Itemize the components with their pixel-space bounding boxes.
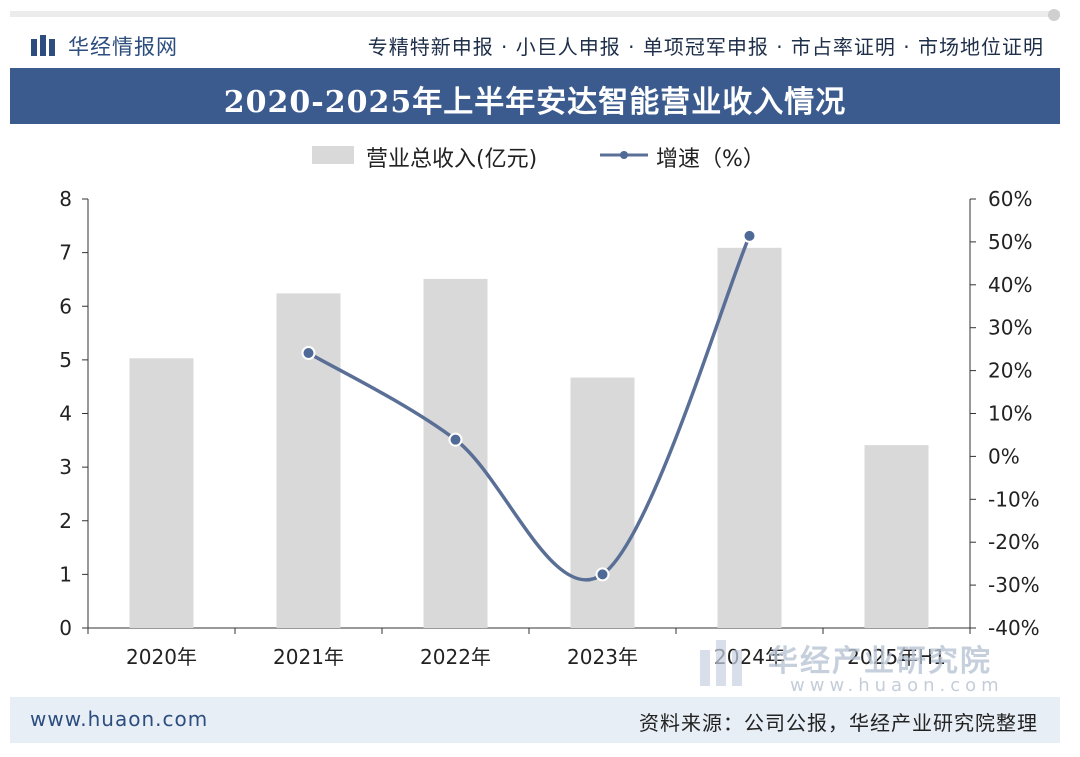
services-list: 专精特新申报 · 小巨人申报 · 单项冠军申报 · 市占率证明 · 市场地位证明 bbox=[367, 35, 1044, 59]
right-tick-label: -10% bbox=[988, 487, 1040, 511]
right-tick-label: 0% bbox=[988, 444, 1020, 468]
watermark-url: www.huaon.com bbox=[790, 675, 1004, 696]
growth-point bbox=[448, 432, 463, 447]
right-tick-label: -30% bbox=[988, 573, 1040, 597]
page-footer: www.huaon.com 资料来源：公司公报，华经产业研究院整理 bbox=[10, 697, 1060, 743]
right-tick-label: 30% bbox=[988, 316, 1032, 340]
x-tick-label: 2021年 bbox=[273, 645, 344, 669]
title-bar: 2020-2025年上半年安达智能营业收入情况 bbox=[10, 68, 1060, 124]
footer-website: www.huaon.com bbox=[30, 707, 209, 731]
page-header: 华经情报网 专精特新申报 · 小巨人申报 · 单项冠军申报 · 市占率证明 · … bbox=[10, 22, 1060, 68]
legend-line-label: 增速（%） bbox=[656, 147, 765, 172]
right-tick-label: 50% bbox=[988, 230, 1032, 254]
growth-point bbox=[595, 567, 610, 582]
right-tick-label: -40% bbox=[988, 616, 1040, 640]
right-tick-label: -20% bbox=[988, 530, 1040, 554]
huajing-logo-icon bbox=[31, 35, 55, 56]
right-tick-label: 40% bbox=[988, 273, 1032, 297]
right-tick-label: 20% bbox=[988, 359, 1032, 383]
growth-point bbox=[301, 346, 316, 361]
left-tick-label: 1 bbox=[59, 562, 72, 586]
left-tick-label: 0 bbox=[59, 616, 72, 640]
x-tick-label: 2025年H1 bbox=[847, 645, 946, 669]
top-decor-dot bbox=[1048, 9, 1060, 21]
logo-text: 华经情报网 bbox=[68, 35, 178, 59]
legend-bar-swatch bbox=[312, 146, 354, 164]
chart-legend: 营业总收入(亿元) 增速（%） bbox=[312, 140, 792, 172]
left-tick-label: 5 bbox=[59, 348, 72, 372]
left-tick-label: 8 bbox=[59, 187, 72, 211]
revenue-bar bbox=[570, 377, 635, 628]
growth-point bbox=[742, 228, 757, 243]
revenue-bar bbox=[276, 293, 341, 628]
revenue-bar bbox=[717, 247, 782, 628]
revenue-bar bbox=[864, 445, 929, 628]
left-tick-label: 4 bbox=[59, 402, 72, 426]
revenue-bar bbox=[423, 278, 488, 628]
revenue-bar bbox=[129, 358, 194, 628]
x-tick-label: 2023年 bbox=[567, 645, 638, 669]
x-tick-label: 2022年 bbox=[420, 645, 491, 669]
left-tick-label: 3 bbox=[59, 455, 72, 479]
chart-title: 2020-2025年上半年安达智能营业收入情况 bbox=[223, 85, 847, 120]
left-tick-label: 7 bbox=[59, 241, 72, 265]
growth-line bbox=[307, 235, 752, 582]
left-tick-label: 2 bbox=[59, 509, 72, 533]
top-decor-strip bbox=[10, 11, 1060, 17]
left-tick-label: 6 bbox=[59, 294, 72, 318]
watermark-name: 华经产业研究院 bbox=[768, 644, 992, 679]
legend-bar-label: 营业总收入(亿元) bbox=[366, 147, 538, 172]
x-tick-label: 2020年 bbox=[126, 645, 197, 669]
watermark-logo-icon bbox=[700, 640, 742, 686]
right-tick-label: 10% bbox=[988, 402, 1032, 426]
footer-source: 资料来源：公司公报，华经产业研究院整理 bbox=[639, 711, 1038, 735]
legend-line-swatch bbox=[600, 151, 648, 159]
right-tick-label: 60% bbox=[988, 187, 1032, 211]
